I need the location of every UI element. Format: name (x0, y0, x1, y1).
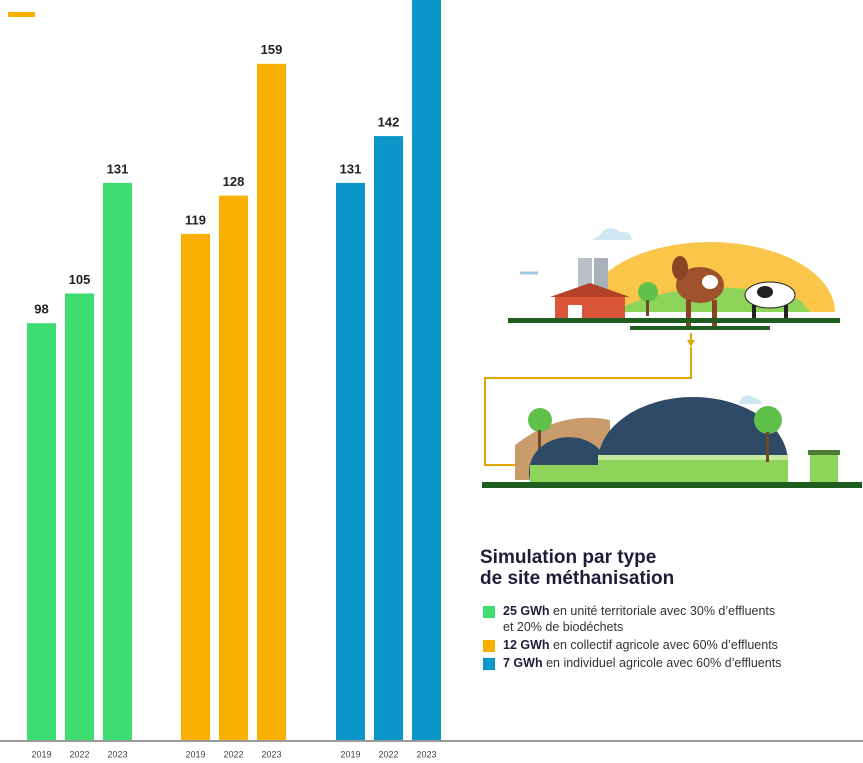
legend-swatch (483, 606, 495, 618)
legend-text: 25 GWh en unité territoriale avec 30% d’… (503, 604, 775, 618)
legend-text: et 20% de biodéchets (503, 620, 623, 634)
legend-desc: et 20% de biodéchets (503, 620, 623, 634)
bar (257, 63, 286, 741)
value-label: 159 (261, 42, 283, 57)
bar (27, 323, 56, 740)
bar (181, 233, 210, 740)
legend-text: 12 GWh en collectif agricole avec 60% d’… (503, 638, 778, 652)
bar (412, 0, 441, 740)
x-tick-label: 2022 (378, 749, 398, 759)
value-label: 98 (34, 302, 48, 317)
legend-bold: 25 GWh (503, 604, 550, 618)
legend-desc: en individuel agricole avec 60% d’efflue… (546, 656, 781, 670)
bar (65, 293, 94, 740)
value-label: 142 (378, 115, 400, 130)
x-tick-label: 2019 (340, 749, 360, 759)
value-label: 128 (223, 174, 245, 189)
bar (219, 195, 248, 740)
legend-title: Simulation par type (480, 547, 656, 568)
farm-illustration (484, 228, 840, 466)
bar (103, 182, 132, 741)
value-label: 131 (107, 161, 129, 176)
legend-swatch (483, 640, 495, 652)
bar (336, 182, 365, 741)
legend-title: de site méthanisation (480, 568, 674, 589)
x-tick-label: 2019 (31, 749, 51, 759)
x-tick-label: 2023 (416, 749, 436, 759)
x-tick-label: 2022 (223, 749, 243, 759)
legend-swatch (483, 658, 495, 670)
value-label: 131 (340, 161, 362, 176)
x-tick-label: 2022 (69, 749, 89, 759)
legend-bold: 12 GWh (503, 638, 550, 652)
x-tick-label: 2023 (107, 749, 127, 759)
x-tick-label: 2023 (261, 749, 281, 759)
legend-desc: en unité territoriale avec 30% d’effluen… (553, 604, 775, 618)
value-label: 119 (185, 212, 206, 227)
legend-bold: 7 GWh (503, 656, 543, 670)
legend-desc: en collectif agricole avec 60% d’effluen… (553, 638, 778, 652)
value-label: 105 (69, 272, 91, 287)
accent-dash (8, 12, 35, 17)
digester-illustration (482, 395, 862, 488)
x-tick-label: 2019 (185, 749, 205, 759)
bar (374, 136, 403, 741)
legend-text: 7 GWh en individuel agricole avec 60% d’… (503, 656, 781, 670)
